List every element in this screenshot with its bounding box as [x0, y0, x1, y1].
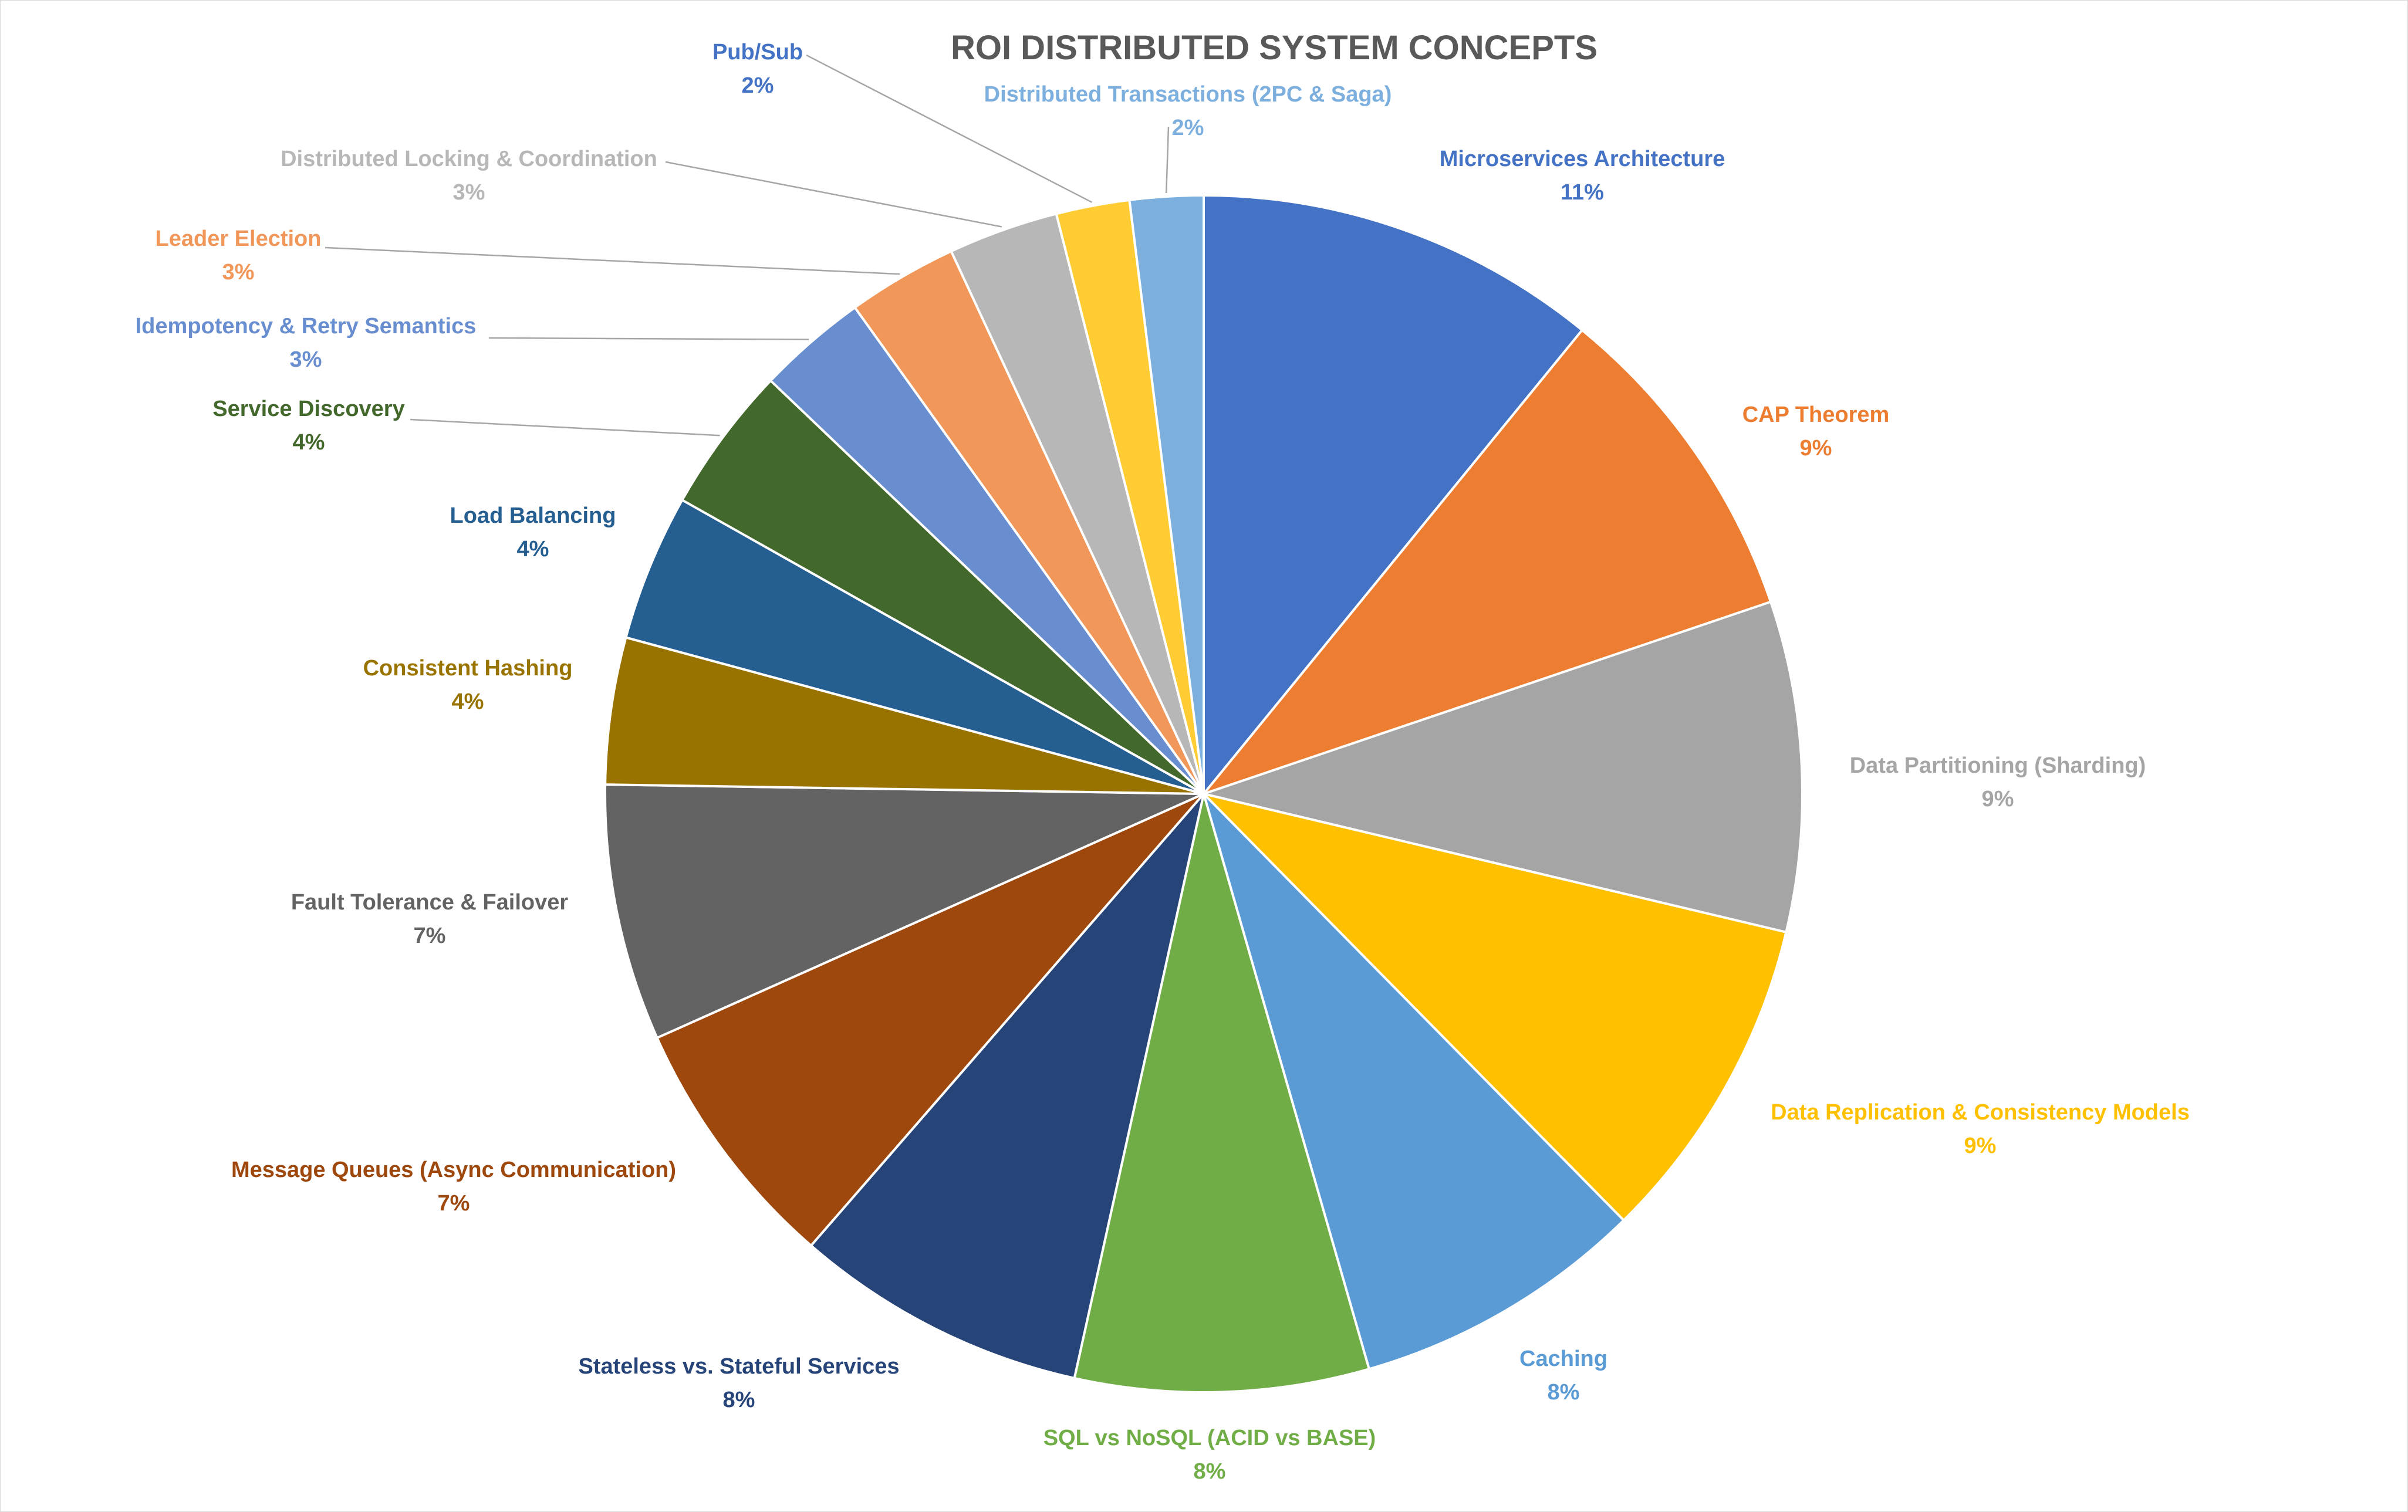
- slice-label-name-3: Data Partitioning (Sharding): [1850, 753, 2146, 778]
- slice-label-percent-14: 3%: [222, 260, 255, 285]
- pie-slice-10: [604, 635, 1204, 795]
- leader-line-15: [665, 161, 1002, 228]
- slice-label-name-10: Consistent Hashing: [363, 656, 573, 681]
- pie-slice-8: [655, 793, 1205, 1247]
- pie-slices: [604, 194, 1804, 1393]
- slice-label-percent-3: 9%: [1982, 787, 2014, 811]
- chart-title: ROI DISTRIBUTED SYSTEM CONCEPTS: [951, 29, 1598, 67]
- slice-label-name-16: Pub/Sub: [712, 40, 803, 65]
- slice-label-percent-17: 2%: [1172, 116, 1204, 140]
- slice-label-name-17: Distributed Transactions (2PC & Saga): [984, 82, 1392, 107]
- slice-label-percent-1: 11%: [1561, 180, 1604, 205]
- slice-label-percent-13: 3%: [290, 347, 322, 372]
- slice-label-percent-10: 4%: [452, 689, 484, 714]
- slice-label-name-14: Leader Election: [156, 226, 322, 251]
- slice-label-name-9: Fault Tolerance & Failover: [291, 890, 569, 915]
- slice-label-percent-6: 8%: [1194, 1459, 1226, 1484]
- slice-label-percent-11: 4%: [517, 537, 549, 561]
- pie-slice-11: [624, 498, 1204, 795]
- pie-slice-6: [1073, 793, 1371, 1393]
- slice-label-name-2: CAP Theorem: [1742, 402, 1890, 427]
- leader-line-17: [1165, 126, 1170, 194]
- pie-slice-3: [1199, 600, 1804, 934]
- slice-label-name-1: Microservices Architecture: [1440, 147, 1725, 171]
- slice-label-percent-8: 7%: [438, 1191, 470, 1216]
- slice-label-name-15: Distributed Locking & Coordination: [281, 147, 657, 171]
- pie-slice-17: [1128, 194, 1205, 794]
- leader-lines: [325, 54, 1170, 437]
- pie-slice-12: [680, 378, 1205, 795]
- pie-slice-2: [1200, 328, 1772, 797]
- slice-label-name-8: Message Queues (Async Communication): [231, 1158, 676, 1182]
- slice-label-percent-5: 8%: [1548, 1380, 1580, 1405]
- leader-line-12: [410, 418, 720, 437]
- slice-label-percent-15: 3%: [453, 180, 485, 205]
- slice-label-percent-16: 2%: [742, 73, 774, 98]
- pie-slice-1: [1203, 194, 1584, 797]
- slice-label-name-7: Stateless vs. Stateful Services: [578, 1354, 899, 1379]
- pie-slice-9: [604, 783, 1204, 1040]
- pie-slice-5: [1203, 793, 1626, 1371]
- slice-label-name-5: Caching: [1519, 1347, 1607, 1371]
- slice-label-percent-2: 9%: [1800, 436, 1832, 461]
- slice-label-name-4: Data Replication & Consistency Models: [1771, 1100, 2190, 1125]
- slice-label-percent-7: 8%: [723, 1388, 755, 1412]
- pie-slice-4: [1200, 791, 1788, 1222]
- slice-label-name-11: Load Balancing: [450, 503, 616, 528]
- leader-line-13: [488, 337, 809, 340]
- slice-label-percent-4: 9%: [1964, 1134, 1997, 1158]
- leader-line-16: [806, 54, 1093, 203]
- slice-label-name-12: Service Discovery: [212, 397, 404, 421]
- data-labels: Microservices Architecture 11% CAP Theorem…: [136, 40, 2190, 1484]
- leader-line-14: [325, 246, 900, 275]
- slice-label-name-13: Idempotency & Retry Semantics: [136, 314, 477, 339]
- slice-label-name-6: SQL vs NoSQL (ACID vs BASE): [1043, 1426, 1376, 1450]
- slice-label-percent-9: 7%: [414, 924, 446, 948]
- pie-slice-7: [809, 793, 1205, 1380]
- slice-label-percent-12: 4%: [293, 430, 325, 455]
